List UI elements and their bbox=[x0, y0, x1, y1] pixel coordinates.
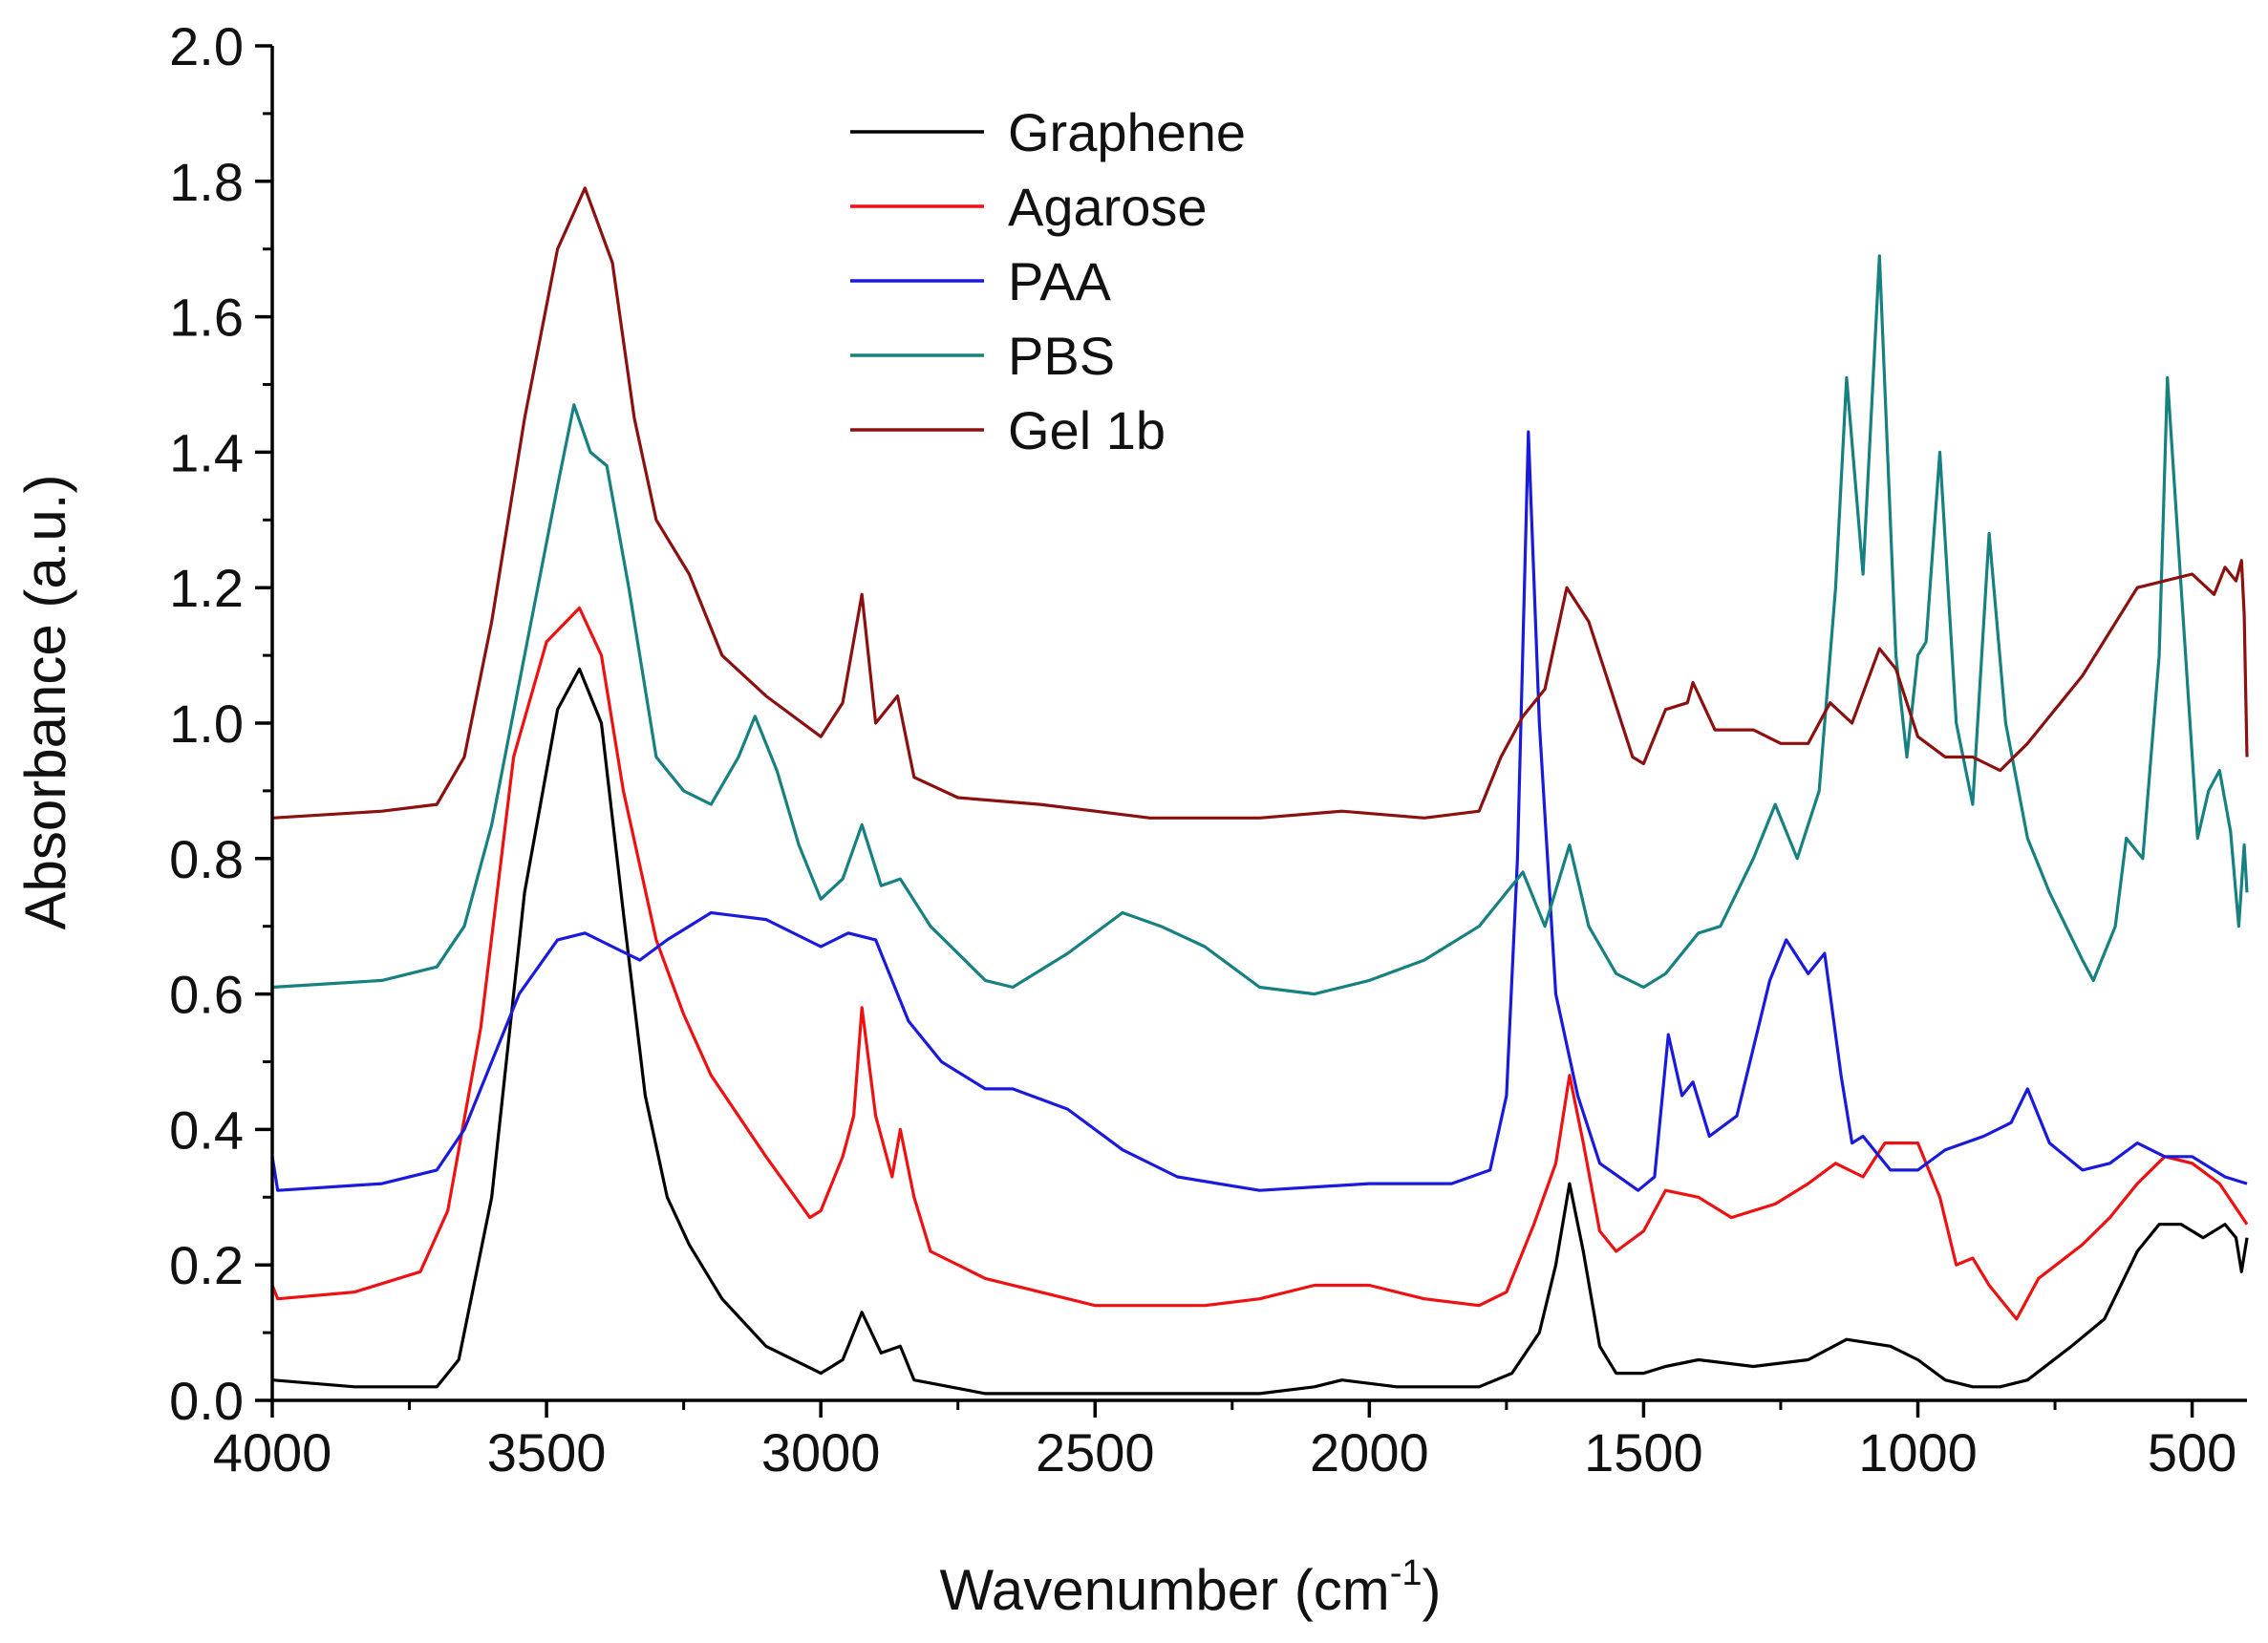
x-tick-label: 2000 bbox=[1310, 1422, 1429, 1483]
series-line-gel-1b bbox=[271, 186, 2249, 820]
x-axis-label: Wavenumber (cm-1) bbox=[940, 1553, 1442, 1622]
x-axis-label-close: ) bbox=[1423, 1558, 1442, 1622]
x-axis-label-superscript: -1 bbox=[1390, 1553, 1423, 1593]
series-line-agarose bbox=[270, 606, 2249, 1321]
y-tick-label: 0.2 bbox=[169, 1235, 244, 1295]
y-tick-label: 0.6 bbox=[169, 965, 244, 1025]
y-tick-label: 0.8 bbox=[169, 829, 244, 889]
x-tick-label: 2500 bbox=[1036, 1422, 1155, 1483]
y-tick-label: 1.6 bbox=[169, 288, 244, 348]
legend-label-graphene: Graphene bbox=[1008, 102, 1246, 162]
y-tick-label: 1.4 bbox=[169, 422, 244, 482]
y-tick-label: 0.0 bbox=[169, 1371, 244, 1431]
series-lines bbox=[270, 186, 2249, 1396]
x-tick-label: 3500 bbox=[487, 1422, 607, 1483]
y-tick-label: 1.0 bbox=[169, 693, 244, 754]
legend: Graphene Agarose PAA PBS Gel 1b bbox=[850, 102, 1246, 460]
x-tick-label: 3000 bbox=[761, 1422, 881, 1483]
legend-label-gel-1b: Gel 1b bbox=[1008, 400, 1166, 460]
series-line-pbs bbox=[271, 254, 2249, 996]
y-tick-label: 0.4 bbox=[169, 1099, 244, 1160]
y-tick-label: 1.8 bbox=[169, 152, 244, 212]
x-tick-label: 1000 bbox=[1858, 1422, 1978, 1483]
series-line-paa bbox=[270, 430, 2248, 1192]
x-tick-label: 1500 bbox=[1584, 1422, 1703, 1483]
legend-label-agarose: Agarose bbox=[1008, 177, 1208, 237]
x-tick-label: 500 bbox=[2148, 1422, 2236, 1483]
axes: 0.0 0.2 0.4 0.6 0.8 1.0 1.2 1.4 1.6 1.8 2.0 4000 350… bbox=[169, 16, 2247, 1483]
x-axis-label-main: Wavenumber (cm bbox=[940, 1558, 1390, 1622]
y-axis-label: Absorbance (a.u.) bbox=[13, 475, 77, 930]
x-tick-label: 4000 bbox=[213, 1422, 332, 1483]
series-line-graphene bbox=[271, 667, 2249, 1396]
legend-label-pbs: PBS bbox=[1008, 326, 1115, 386]
y-tick-label: 1.2 bbox=[169, 558, 244, 618]
y-tick-label: 2.0 bbox=[169, 16, 244, 76]
legend-label-paa: PAA bbox=[1008, 251, 1112, 311]
